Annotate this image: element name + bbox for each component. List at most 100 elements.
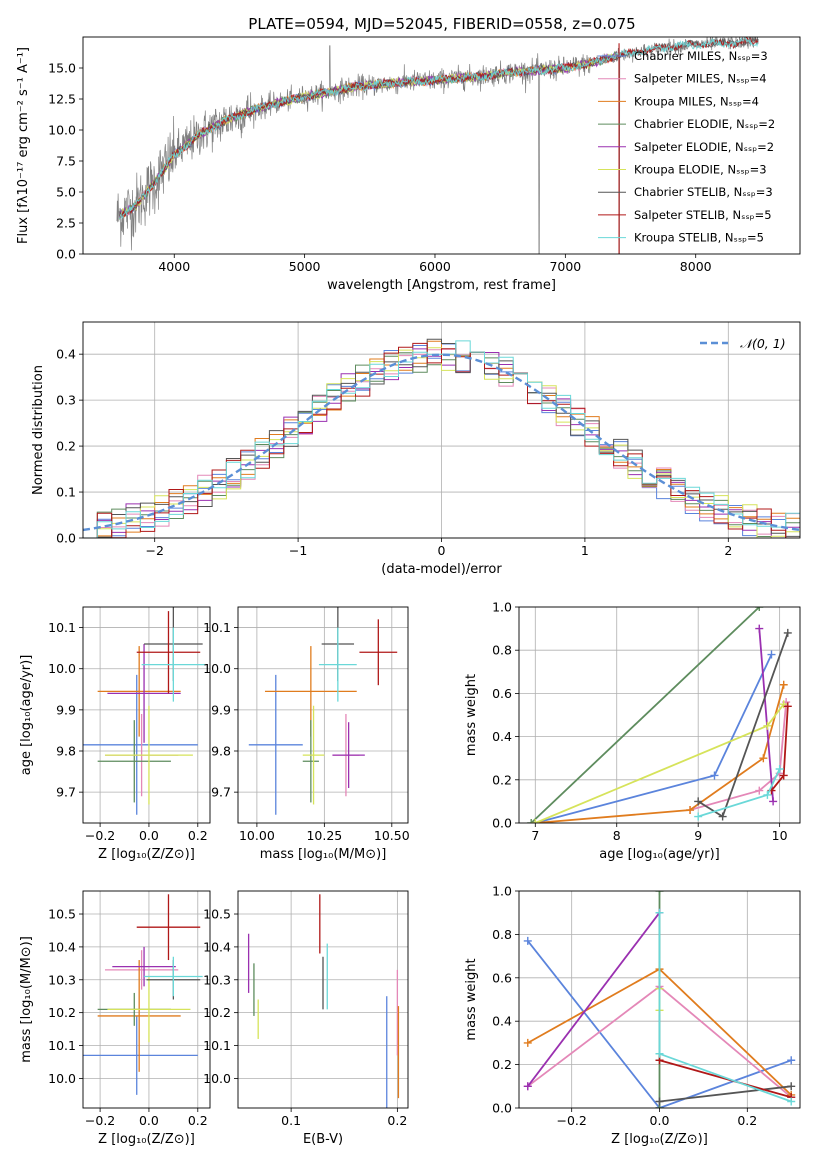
plot-area [527, 607, 792, 823]
x-axis-label: E(B-V) [303, 1132, 343, 1147]
weight-marker-kroupa-elodie [531, 819, 540, 823]
weight-marker-salpeter-elodie [755, 624, 764, 633]
x-tick-label: 8 [613, 828, 621, 843]
plot-area [248, 607, 398, 815]
y-tick-label: 10.0 [203, 661, 231, 676]
y-tick-label: 10.1 [203, 620, 231, 635]
histogram-legend: 𝒩(0, 1) [700, 336, 786, 351]
x-axis-label: wavelength [Angstrom, rest frame] [327, 278, 556, 293]
model-spectrum-chabrier-elodie [119, 50, 618, 220]
weight-marker-kroupa-miles [523, 1038, 532, 1047]
legend-label-1: Salpeter MILES, Nₛₛₚ=4 [634, 72, 767, 86]
y-tick-label: 10.2 [203, 1005, 231, 1020]
weight-marker-kroupa-stelib [775, 765, 784, 773]
y-tick-label: 10.1 [48, 620, 76, 635]
residual-histogram-panel: −2 −1 0 1 2 0.0 0.1 0.2 0.3 0.4 (data-model)/error… [31, 321, 801, 577]
x-tick-label: 10.25 [306, 828, 342, 843]
x-tick-label: 2 [724, 543, 732, 558]
axes-frame [82, 606, 211, 824]
x-tick-label: 5000 [289, 259, 321, 274]
y-axis-label: mass weight [464, 958, 479, 1040]
x-axis-label: Z [log₁₀(Z/Z⊙)] [611, 1132, 708, 1147]
weight-line-salpeter-elodie [527, 912, 661, 1087]
y-tick-label: 0.0 [56, 531, 76, 546]
weight-marker-kroupa-miles [686, 806, 695, 815]
y-tick-label: 2.5 [56, 216, 76, 231]
histogram-chabrier-stelib [83, 338, 800, 538]
weight-marker-chabrier-miles [523, 936, 532, 945]
x-tick-label: 0.2 [387, 1113, 407, 1128]
age-vs-mass-panel: 10.00 10.25 10.50 9.7 9.8 9.9 10.0 10.1 mass [lo… [203, 606, 410, 862]
legend-label-2: Kroupa MILES, Nₛₛₚ=4 [634, 94, 759, 108]
x-tick-label: 0.1 [281, 1113, 301, 1128]
x-tick-label: 0.0 [139, 828, 159, 843]
weight-line-salpeter-elodie [758, 628, 774, 802]
weight-marker-kroupa-stelib [655, 1049, 664, 1058]
x-tick-label: 10.50 [374, 828, 410, 843]
plot-area [83, 607, 206, 815]
legend-label-3: Chabrier ELODIE, Nₛₛₚ=2 [634, 117, 775, 131]
x-tick-label: 6000 [419, 259, 451, 274]
legend-label-normal: 𝒩(0, 1) [740, 336, 786, 351]
y-tick-label: 0.2 [56, 439, 76, 454]
histogram-salpeter-stelib [83, 342, 800, 538]
weight-marker-salpeter-elodie [769, 797, 778, 806]
y-tick-label: 10.3 [48, 972, 76, 987]
axes-frame [518, 606, 801, 824]
normal-distribution-curve [83, 353, 800, 532]
x-tick-label: 10 [772, 828, 788, 843]
y-tick-label: 0.2 [492, 772, 512, 787]
y-tick-label: 0.6 [492, 970, 512, 985]
spectrum-title: PLATE=0594, MJD=52045, FIBERID=0558, z=0… [248, 15, 635, 33]
weight-marker-salpeter-stelib [779, 771, 788, 780]
weight-line-kroupa-elodie [534, 703, 785, 823]
weight-line-salpeter-miles [689, 701, 788, 811]
y-tick-label: 9.8 [56, 744, 76, 759]
y-tick-label: 0.2 [492, 1057, 512, 1072]
x-tick-label: −2 [145, 543, 163, 558]
y-tick-label: 0.3 [56, 393, 76, 408]
y-tick-label: 10.0 [203, 1071, 231, 1086]
weight-marker-chabrier-miles [787, 1056, 796, 1065]
y-tick-label: 0.6 [492, 686, 512, 701]
model-spectrum-kroupa-elodie [119, 52, 618, 217]
x-tick-label: −0.2 [557, 1113, 587, 1128]
weight-marker-chabrier-stelib [718, 812, 727, 821]
y-tick-label: 10.0 [48, 1071, 76, 1086]
x-axis-label: age [log₁₀(age/yr)] [599, 847, 720, 862]
x-axis-label: (data-model)/error [381, 562, 502, 577]
weight-marker-chabrier-stelib [783, 628, 792, 637]
y-tick-label: 0.4 [492, 729, 512, 744]
weight-line-chabrier-elodie [530, 607, 760, 823]
weight-marker-chabrier-elodie [755, 607, 764, 611]
mass-weight-vs-age-panel: 7 8 9 10 0.0 0.2 0.4 0.6 0.8 1.0 age [log₁₀(age/yr… [464, 600, 801, 862]
y-axis-label: mass weight [464, 674, 479, 756]
y-axis-label: Flux [fλ10⁻¹⁷ erg cm⁻² s⁻¹ A⁻¹] [16, 47, 31, 244]
x-axis-label: Z [log₁₀(Z/Z⊙)] [98, 847, 195, 862]
weight-marker-salpeter-stelib [783, 702, 792, 711]
y-tick-label: 7.5 [56, 154, 76, 169]
x-tick-label: 8000 [680, 259, 712, 274]
y-tick-label: 0.4 [56, 347, 76, 362]
plot-area [83, 338, 800, 538]
weight-line-kroupa-stelib [658, 912, 792, 1103]
axes-frame [82, 890, 211, 1109]
legend-label-5: Kroupa ELODIE, Nₛₛₚ=3 [634, 163, 767, 177]
y-tick-label: 0.1 [56, 485, 76, 500]
y-tick-label: 10.0 [48, 123, 76, 138]
y-tick-label: 9.8 [211, 744, 231, 759]
x-tick-label: 7000 [549, 259, 581, 274]
model-spectrum-kroupa-stelib [119, 37, 759, 220]
x-tick-label: 0 [438, 543, 446, 558]
x-axis-label: Z [log₁₀(Z/Z⊙)] [98, 1132, 195, 1147]
legend-label-0: Chabrier MILES, Nₛₛₚ=3 [634, 49, 768, 63]
histogram-kroupa-stelib [83, 340, 800, 538]
y-tick-label: 1.0 [492, 884, 512, 899]
axes-frame [518, 890, 801, 1109]
x-tick-label: 7 [531, 828, 539, 843]
weight-line-chabrier-stelib [697, 632, 789, 818]
weight-line-chabrier-stelib [659, 1085, 792, 1103]
spectrum-panel: 4000 5000 6000 7000 8000 0.0 2.5 5.0 7.5 10.0 12.5… [16, 36, 801, 293]
x-axis-label: mass [log₁₀(M/M⊙)] [260, 847, 387, 862]
x-tick-label: 1 [581, 543, 589, 558]
